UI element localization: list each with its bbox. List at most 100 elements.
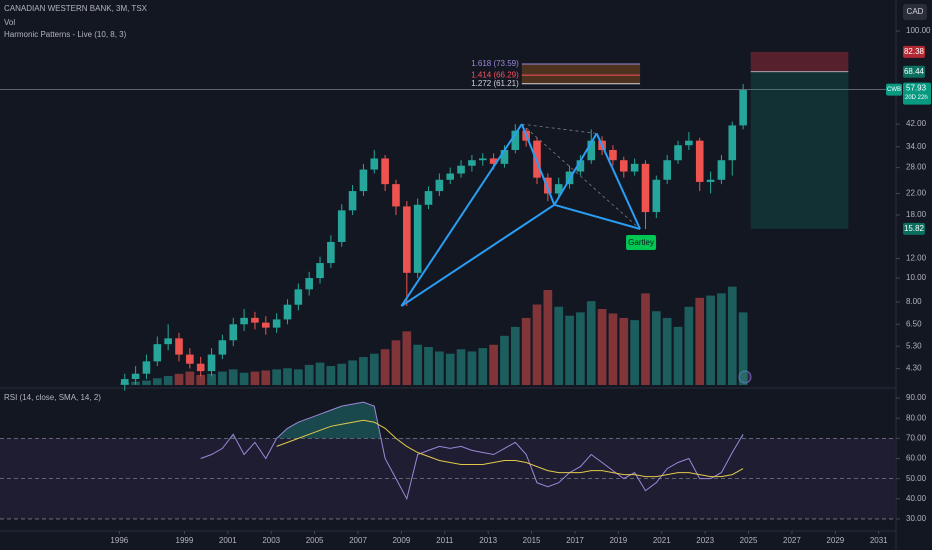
candle-body — [392, 184, 400, 207]
pattern-guide — [521, 123, 597, 134]
x-tick-label: 1999 — [176, 536, 194, 545]
x-tick-label: 1996 — [110, 536, 128, 545]
candle-body — [413, 204, 422, 273]
volume-bar — [293, 369, 303, 385]
x-tick-label: 2029 — [826, 536, 844, 545]
x-tick-label: 2021 — [653, 536, 671, 545]
volume-bar — [359, 357, 368, 385]
last-price-label: 57.93 — [906, 84, 927, 93]
candle-body — [337, 210, 346, 242]
volume-bar — [445, 353, 455, 385]
candle-body — [554, 184, 563, 194]
volume-bar — [576, 312, 585, 385]
volume-bar — [630, 320, 639, 385]
volume-bar — [510, 326, 520, 385]
candle-body — [186, 354, 194, 364]
volume-bar — [207, 373, 216, 385]
volume-bar — [391, 340, 401, 385]
pattern-leg — [554, 203, 641, 230]
y-tick-label: 18.00 — [906, 210, 927, 219]
candle-body — [305, 278, 313, 290]
x-tick-label: 2017 — [566, 536, 584, 545]
candle-body — [348, 191, 357, 211]
volume-bar — [283, 368, 292, 385]
volume-bar — [261, 370, 271, 385]
candle-body — [663, 160, 671, 180]
candle-body — [359, 169, 368, 192]
candle-body — [511, 130, 520, 150]
volume-bar — [597, 309, 607, 385]
volume-bar — [706, 295, 715, 385]
stop-zone — [750, 51, 849, 72]
candle-body — [587, 140, 596, 161]
pattern-leg — [553, 132, 598, 206]
candle-body — [695, 140, 704, 182]
volume-bar — [185, 371, 195, 385]
x-tick-label: 2013 — [479, 536, 497, 545]
volume-bar — [467, 351, 477, 385]
price-tag — [903, 222, 925, 235]
candle-body — [218, 340, 227, 355]
y-tick-label: 80.00 — [906, 413, 927, 422]
candle-body — [251, 317, 259, 323]
candle-body — [630, 163, 639, 172]
volume-bar — [673, 326, 683, 385]
candle-body — [685, 140, 693, 146]
pattern-leg — [595, 133, 641, 230]
candle-body — [706, 179, 715, 182]
y-tick-label: 42.00 — [906, 119, 927, 128]
y-tick-label: 50.00 — [906, 474, 927, 483]
pattern-leg — [400, 123, 523, 307]
volume-bar — [651, 311, 661, 385]
candle-body — [424, 191, 433, 205]
volume-bar — [228, 369, 238, 385]
price-tag-label: 68.44 — [904, 67, 925, 76]
pattern-label-box — [626, 234, 657, 250]
volume-bar — [174, 373, 184, 385]
candle-body — [131, 373, 140, 380]
volume-bar — [738, 312, 748, 385]
candle-body — [435, 179, 444, 192]
volume-bar — [489, 344, 498, 385]
volume-bar — [337, 363, 347, 385]
y-tick-label: 34.00 — [906, 142, 927, 151]
y-tick-label: 60.00 — [906, 454, 927, 463]
y-tick-label: 40.00 — [906, 494, 927, 503]
candle-body — [728, 125, 737, 161]
indicator-name: Harmonic Patterns - Live (10, 8, 3) — [4, 30, 127, 39]
currency-button[interactable] — [903, 4, 927, 20]
countdown-label: 20D 22h — [905, 95, 928, 101]
volume-bar — [662, 317, 672, 385]
volume-bar — [380, 349, 390, 385]
volume-bar — [717, 293, 726, 385]
volume-bar — [239, 372, 249, 385]
volume-bar — [250, 371, 260, 385]
candle-body — [739, 89, 747, 126]
x-tick-label: 2007 — [349, 536, 367, 545]
volume-bar — [727, 286, 737, 385]
volume-bar — [619, 317, 629, 385]
candle-body — [370, 158, 379, 170]
candle-body — [294, 289, 303, 305]
volume-bar — [326, 366, 336, 385]
candle-body — [544, 177, 552, 194]
volume-bar — [521, 317, 531, 385]
candle-body — [142, 361, 151, 374]
volume-bar — [543, 290, 553, 385]
fib-zone — [521, 75, 641, 84]
candle-body — [381, 158, 389, 185]
y-tick-label: 22.00 — [906, 189, 927, 198]
volume-bar — [565, 315, 574, 385]
candle-body — [652, 179, 661, 213]
sma-line — [276, 419, 744, 478]
candle-body — [175, 338, 183, 355]
currency-label[interactable]: CAD — [907, 7, 924, 16]
candle-body — [403, 206, 411, 273]
chart-title: CANADIAN WESTERN BANK, 3M, TSX — [4, 4, 148, 13]
pattern-leg — [520, 123, 556, 206]
x-tick-label: 2025 — [740, 536, 758, 545]
candle-body — [619, 160, 628, 172]
x-tick-label: 2015 — [523, 536, 541, 545]
candle-body — [229, 324, 238, 341]
